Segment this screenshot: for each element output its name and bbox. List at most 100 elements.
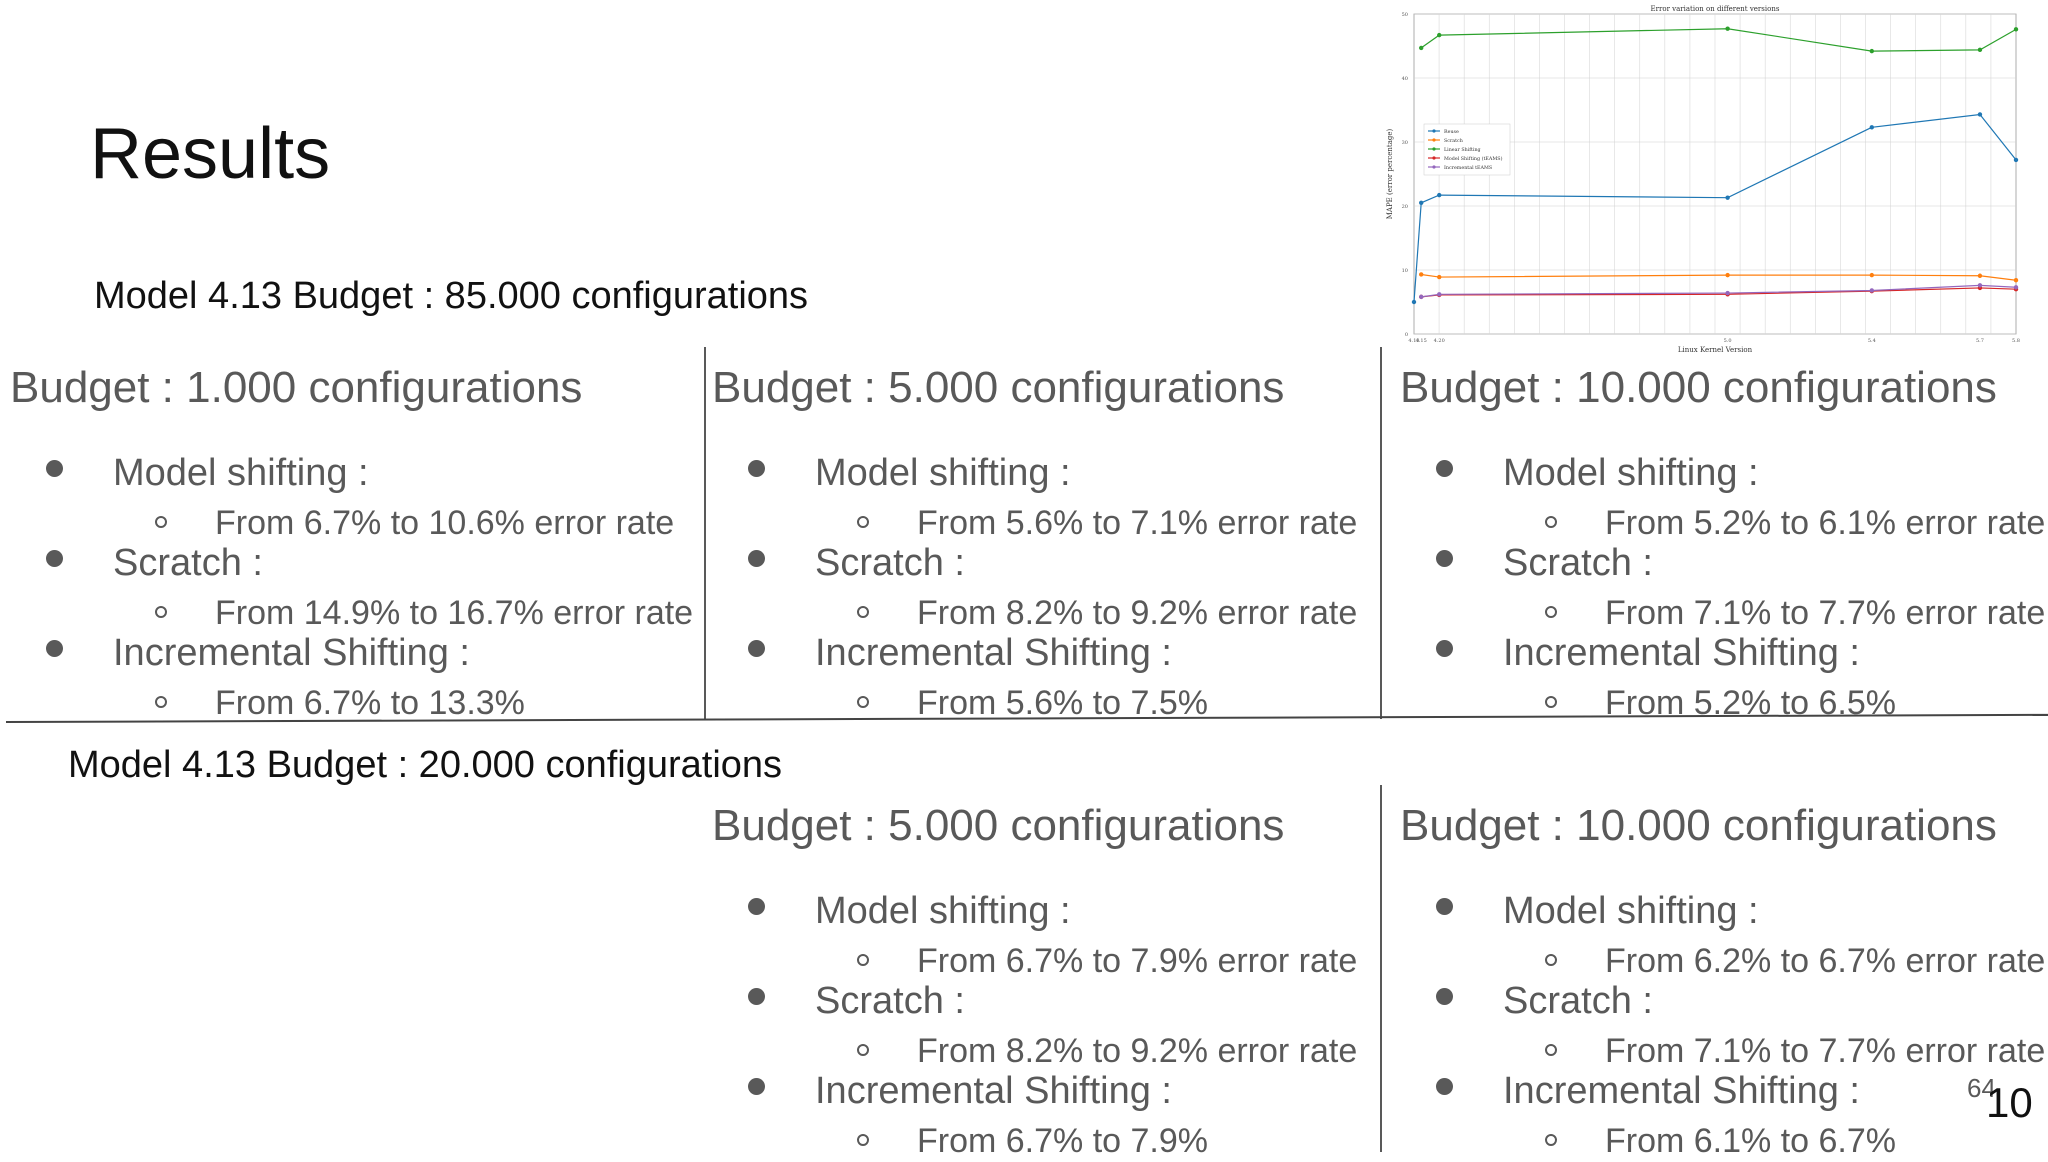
bullet-icon [748,1078,765,1095]
item-label: Scratch : [815,542,965,584]
x-tick-label: 5.8 [2012,338,2020,344]
x-tick-label: 4.13 [1408,338,1419,344]
item-label: Scratch : [113,542,263,584]
hollow-bullet-icon [155,606,167,618]
data-point [2013,27,2019,32]
column-divider [704,347,706,719]
legend-entry: Linear Shifting [1444,147,1481,153]
budget-heading: Budget : 10.000 configurations [1400,363,1997,412]
page-number-small: 64 [1967,1073,1996,1103]
chart-xlabel: Linux Kernel Version [1678,346,1753,352]
list-item: Model shifting : From 6.7% to 7.9% error… [712,892,1357,982]
s2-column-1: Budget : 5.000 configurations Model shif… [712,804,1357,1162]
bullet-icon [46,550,63,567]
bullet-icon [748,460,765,477]
data-point [1869,272,1875,278]
hollow-bullet-icon [1545,954,1557,966]
data-point [1419,272,1424,277]
data-point [1977,283,1983,288]
budget-heading: Budget : 10.000 configurations [1400,801,1997,850]
item-label: Incremental Shifting : [1503,1070,1860,1112]
hollow-bullet-icon [1545,696,1557,708]
data-point [1725,272,1730,278]
data-point [2013,285,2019,290]
error-variation-chart: 0 10 20 30 40 50 4.134.15 4.20 5.0 5.4 5.7 5.8 Error… [1386,5,2020,352]
data-point [1869,48,1875,54]
item-detail: From 5.6% to 7.5% [917,684,1209,722]
y-tick-label: 10 [1402,268,1408,274]
x-tick-label: 5.7 [1976,338,1984,344]
data-point [2013,278,2019,283]
legend-entry: Reuse [1444,129,1459,135]
item-label: Incremental Shifting : [815,632,1172,674]
bullet-icon [1436,460,1453,477]
hollow-bullet-icon [857,1134,869,1146]
slide-title: Results [90,114,331,194]
y-tick-label: 30 [1402,140,1408,146]
hollow-bullet-icon [857,1044,869,1056]
hollow-bullet-icon [1545,1134,1557,1146]
s1-column-1: Budget : 1.000 configurations Model shif… [10,366,693,724]
data-point [1725,290,1730,296]
legend-entry: Model Shifting (tEAMS) [1444,155,1503,162]
series-line [1421,273,2017,281]
hollow-bullet-icon [857,954,869,966]
item-label: Model shifting : [1503,452,1759,494]
legend-entry: Incremental tEAMS [1444,165,1492,171]
s1-column-3: Budget : 10.000 configurations Model shi… [1400,366,2045,724]
data-point [1419,294,1424,300]
data-point [1977,47,1983,53]
list-item: Incremental Shifting : From 5.2% to 6.5% [1400,634,2045,724]
data-point [1437,32,1442,38]
s2-column-2: Budget : 10.000 configurations Model shi… [1400,804,2045,1162]
x-tick-label: 4.15 [1416,338,1427,344]
legend-marker [1432,165,1436,169]
budget-heading: Budget : 5.000 configurations [712,801,1285,850]
item-detail: From 6.1% to 6.7% [1605,1122,1897,1160]
data-point [1419,200,1424,205]
item-label: Incremental Shifting : [1503,632,1860,674]
hollow-bullet-icon [857,606,869,618]
item-label: Scratch : [1503,542,1653,584]
list-item: Incremental Shifting : From 5.6% to 7.5% [712,634,1357,724]
x-tick-label: 4.20 [1434,338,1445,344]
hollow-bullet-icon [857,516,869,528]
y-tick-label: 40 [1402,76,1408,82]
section1-heading: Model 4.13 Budget : 85.000 configuration… [94,275,809,317]
data-point [1725,26,1730,31]
list-item: Model shifting : From 5.6% to 7.1% error… [712,454,1357,544]
bullet-icon [46,460,63,477]
budget-heading: Budget : 1.000 configurations [10,363,583,412]
item-detail: From 7.1% to 7.7% error rate [1605,594,2046,632]
list-item: Scratch : From 7.1% to 7.7% error rate [1400,544,2045,634]
bullet-icon [748,898,765,915]
chart-title: Error variation on different versions [1651,5,1780,13]
list-item: Incremental Shifting : From 6.1% to 6.7% [1400,1072,2045,1162]
item-label: Model shifting : [1503,890,1759,932]
bullet-icon [1436,640,1453,657]
item-detail: From 6.7% to 7.9% error rate [917,942,1358,980]
bullet-icon [46,640,63,657]
column-divider [1380,785,1382,1152]
item-detail: From 7.1% to 7.7% error rate [1605,1032,2046,1070]
y-tick-label: 0 [1405,332,1408,338]
bullet-icon [1436,1078,1453,1095]
x-tick-label: 5.0 [1724,338,1732,344]
list-item: Incremental Shifting : From 6.7% to 13.3… [10,634,693,724]
data-point [1437,292,1442,297]
bullet-icon [1436,988,1453,1005]
legend-entry: Scratch [1444,138,1463,144]
item-label: Model shifting : [815,452,1071,494]
chart-ylabel: MAPE (error percentage) [1386,128,1394,219]
budget-heading: Budget : 5.000 configurations [712,363,1285,412]
list-item: Model shifting : From 5.2% to 6.1% error… [1400,454,2045,544]
data-point [1869,288,1875,293]
series-line [1421,284,2017,298]
list-item: Scratch : From 8.2% to 9.2% error rate [712,544,1357,634]
bullet-icon [748,988,765,1005]
item-detail: From 5.2% to 6.1% error rate [1605,504,2046,542]
item-detail: From 14.9% to 16.7% error rate [215,594,694,632]
page-number: 10 [1986,1079,2033,1126]
data-point [2013,157,2019,163]
item-label: Incremental Shifting : [113,632,470,674]
